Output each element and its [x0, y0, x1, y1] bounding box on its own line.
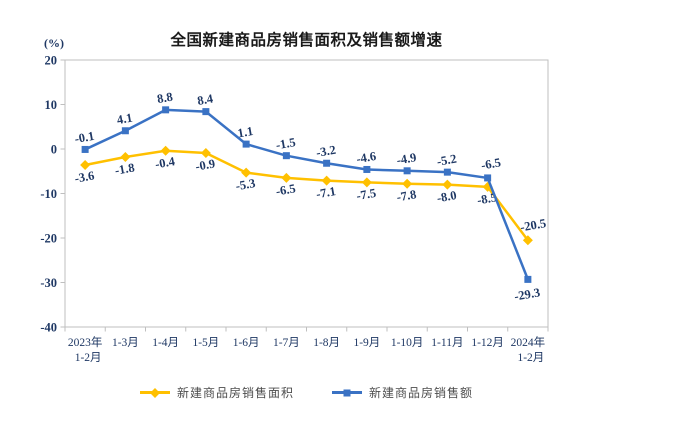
x-axis-category-label: 1-8月 [313, 337, 340, 349]
data-label: -4.9 [395, 150, 417, 167]
data-point-marker [442, 179, 453, 190]
x-axis-category-label: 1-2月 [517, 352, 544, 364]
data-label: -4.6 [355, 149, 377, 166]
data-label: 8.8 [156, 90, 174, 107]
data-point-marker [241, 167, 252, 178]
legend-item-label: 新建商品房销售额 [369, 386, 474, 400]
data-label: -20.5 [519, 216, 547, 234]
data-label: 4.1 [116, 111, 134, 128]
data-label: -5.3 [234, 176, 256, 193]
data-point-marker [361, 177, 372, 188]
x-axis-category-label: 1-2月 [75, 352, 102, 364]
data-point-marker [323, 159, 331, 167]
x-axis-category-label: 2023年 [68, 335, 103, 349]
data-label: -7.8 [395, 187, 417, 204]
x-axis-category-label: 1-9月 [353, 337, 380, 349]
y-axis-tick-label: -20 [40, 232, 57, 246]
diamond-marker-icon [150, 387, 160, 398]
data-point-marker [81, 145, 89, 153]
x-axis-category-label: 1-4月 [152, 337, 179, 349]
data-point-marker [80, 160, 91, 171]
chart-legend: 新建商品房销售面积 新建商品房销售额 [65, 384, 548, 401]
data-point-marker [281, 172, 292, 183]
series-line-square [83, 108, 530, 281]
data-label: 1.1 [237, 124, 255, 141]
data-label: -3.6 [73, 168, 95, 185]
data-point-marker [403, 167, 411, 175]
data-label: -29.3 [513, 285, 541, 303]
data-point-marker [282, 152, 290, 160]
legend-item-label: 新建商品房销售面积 [176, 386, 294, 400]
x-axis-category-label: 1-10月 [391, 337, 424, 349]
y-axis-tick-label: 10 [45, 98, 58, 112]
data-label: -7.1 [315, 184, 337, 201]
data-point-marker [200, 148, 211, 159]
y-axis-tick-label: -10 [40, 187, 57, 201]
data-label: -6.5 [275, 181, 297, 198]
line-chart-plot: 20 10 0 -10 -20 -30 -40 2023年 1-2月 1-3月 1-4月 1-5月 1-… [40, 54, 549, 364]
y-axis-tick-label: -30 [40, 276, 57, 290]
data-label: -5.2 [436, 152, 458, 169]
data-label: 8.4 [196, 91, 215, 108]
legend-item: 新建商品房销售额 [332, 384, 473, 401]
data-point-marker [202, 108, 210, 116]
x-axis-category-label: 1-5月 [192, 337, 219, 349]
y-axis-unit-label: (%) [44, 36, 64, 50]
x-axis-category-label: 1-6月 [233, 337, 260, 349]
data-point-marker [242, 140, 250, 148]
data-point-marker [363, 165, 371, 173]
series-line-diamond [83, 149, 530, 242]
data-label: -8.0 [436, 188, 458, 205]
legend-line-sample [332, 389, 362, 396]
data-point-marker [522, 235, 533, 246]
y-axis-tick-label: -40 [40, 321, 57, 335]
data-label: -0.9 [194, 156, 216, 173]
x-axis-category-label: 1-7月 [273, 337, 300, 349]
y-axis-tick-label: 20 [45, 54, 58, 68]
x-axis-category-label: 2024年 [511, 335, 546, 349]
data-point-marker [524, 275, 532, 283]
y-axis-tick-label: 0 [51, 143, 57, 157]
data-point-marker [160, 145, 171, 156]
x-axis-category-label: 1-11月 [431, 337, 463, 349]
data-label: -3.2 [315, 143, 337, 160]
legend-line-sample [139, 387, 170, 398]
data-label: -1.5 [275, 135, 297, 152]
data-label: -6.5 [480, 155, 502, 172]
legend-item: 新建商品房销售面积 [139, 384, 294, 401]
data-label: -8.5 [476, 190, 498, 207]
data-point-marker [443, 168, 451, 176]
data-label: -0.1 [73, 129, 95, 146]
data-point-marker [162, 106, 170, 114]
x-axis-category-label: 1-12月 [471, 337, 504, 349]
data-point-marker [120, 152, 131, 163]
data-point-marker [402, 178, 413, 189]
data-label: -7.5 [355, 186, 377, 203]
data-label: -1.8 [114, 160, 136, 177]
x-axis-category-label: 1-3月 [112, 337, 139, 349]
data-point-marker [484, 174, 492, 182]
chart-title: 全国新建商品房销售面积及销售额增速 [170, 31, 443, 49]
data-point-marker [121, 127, 129, 135]
square-marker-icon [343, 389, 351, 396]
data-label: -0.4 [154, 154, 177, 171]
data-point-marker [321, 175, 332, 186]
